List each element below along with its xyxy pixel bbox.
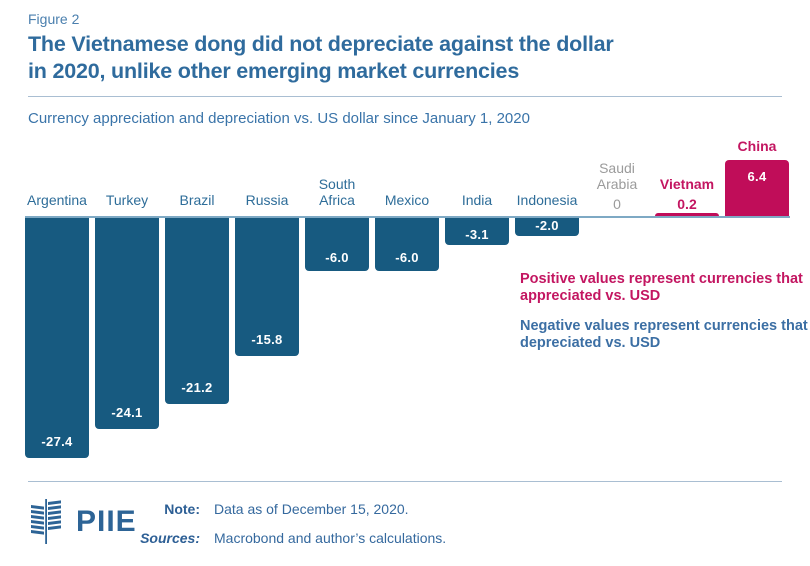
country-label-indonesia: Indonesia bbox=[516, 192, 578, 208]
page-title: The Vietnamese dong did not depreciate a… bbox=[28, 31, 614, 85]
bar-column-india: -3.1 India bbox=[445, 130, 509, 475]
bar-column-mexico: -6.0 Mexico bbox=[375, 130, 439, 475]
bar-russia: -15.8 bbox=[235, 218, 299, 356]
footer-divider bbox=[28, 481, 782, 482]
value-label-india: -3.1 bbox=[465, 227, 489, 242]
bar-vietnam bbox=[655, 213, 719, 216]
bar-column-saudi-arabia: Saudi Arabia 0 bbox=[585, 130, 649, 475]
bar-turkey: -24.1 bbox=[95, 218, 159, 429]
label-stack-china: China bbox=[720, 138, 794, 154]
sources-label: Sources: bbox=[140, 530, 200, 546]
label-stack-south-africa: South Africa bbox=[300, 176, 374, 208]
label-stack-russia: Russia bbox=[230, 192, 304, 208]
country-label-argentina: Argentina bbox=[27, 192, 87, 208]
sources-text: Macrobond and author’s calculations. bbox=[214, 530, 447, 546]
value-label-saudi-arabia: 0 bbox=[613, 196, 621, 212]
country-label-south-africa: South Africa bbox=[318, 176, 356, 208]
label-stack-saudi-arabia: Saudi Arabia 0 bbox=[580, 160, 654, 212]
bar-brazil: -21.2 bbox=[165, 218, 229, 404]
value-label-indonesia: -2.0 bbox=[535, 218, 559, 233]
value-label-china: 6.4 bbox=[747, 169, 767, 184]
bar-column-indonesia: -2.0 Indonesia bbox=[515, 130, 579, 475]
value-label-brazil: -21.2 bbox=[181, 380, 213, 395]
country-label-russia: Russia bbox=[245, 192, 289, 208]
bar-column-vietnam: Vietnam 0.2 bbox=[655, 130, 719, 475]
bar-chart: Positive values represent currencies tha… bbox=[25, 130, 808, 475]
label-stack-turkey: Turkey bbox=[90, 192, 164, 208]
bar-india: -3.1 bbox=[445, 218, 509, 245]
country-label-vietnam: Vietnam bbox=[659, 176, 715, 192]
country-label-india: India bbox=[461, 192, 493, 208]
bar-column-turkey: -24.1 Turkey bbox=[95, 130, 159, 475]
label-stack-vietnam: Vietnam 0.2 bbox=[650, 176, 724, 212]
bar-column-argentina: -27.4 Argentina bbox=[25, 130, 89, 475]
chart-subtitle: Currency appreciation and depreciation v… bbox=[28, 110, 530, 127]
bar-column-south-africa: -6.0 South Africa bbox=[305, 130, 369, 475]
page-title-line-1: The Vietnamese dong did not depreciate a… bbox=[28, 32, 614, 56]
footer: PIIE Note: Data as of December 15, 2020.… bbox=[28, 492, 782, 558]
bar-mexico: -6.0 bbox=[375, 218, 439, 271]
label-stack-argentina: Argentina bbox=[20, 192, 94, 208]
piie-logo: PIIE bbox=[28, 498, 137, 546]
bar-column-china: 6.4 China bbox=[725, 130, 789, 475]
label-stack-brazil: Brazil bbox=[160, 192, 234, 208]
label-stack-mexico: Mexico bbox=[370, 192, 444, 208]
value-label-turkey: -24.1 bbox=[111, 405, 143, 420]
page-title-line-2: in 2020, unlike other emerging market cu… bbox=[28, 59, 520, 83]
label-stack-indonesia: Indonesia bbox=[510, 192, 584, 208]
country-label-china: China bbox=[737, 138, 777, 154]
piie-logo-text: PIIE bbox=[76, 505, 137, 538]
bar-south-africa: -6.0 bbox=[305, 218, 369, 271]
country-label-saudi-arabia: Saudi Arabia bbox=[596, 160, 638, 192]
value-label-argentina: -27.4 bbox=[41, 434, 73, 449]
title-divider bbox=[28, 96, 782, 97]
value-label-russia: -15.8 bbox=[251, 332, 283, 347]
country-label-turkey: Turkey bbox=[105, 192, 149, 208]
positive-values-annotation: Positive values represent currencies tha… bbox=[520, 271, 803, 304]
bar-china: 6.4 bbox=[725, 160, 789, 216]
value-label-vietnam: 0.2 bbox=[677, 196, 697, 212]
piie-logo-icon bbox=[31, 499, 61, 544]
bar-column-brazil: -21.2 Brazil bbox=[165, 130, 229, 475]
figure-label: Figure 2 bbox=[28, 11, 80, 27]
footer-notes: Note: Data as of December 15, 2020. Sour… bbox=[130, 501, 446, 546]
country-label-brazil: Brazil bbox=[179, 192, 215, 208]
bar-column-russia: -15.8 Russia bbox=[235, 130, 299, 475]
note-text: Data as of December 15, 2020. bbox=[214, 501, 409, 517]
bar-indonesia: -2.0 bbox=[515, 218, 579, 236]
note-label: Note: bbox=[164, 501, 200, 517]
country-label-mexico: Mexico bbox=[384, 192, 430, 208]
negative-values-annotation: Negative values represent currencies tha… bbox=[520, 318, 808, 351]
bar-argentina: -27.4 bbox=[25, 218, 89, 458]
value-label-south-africa: -6.0 bbox=[325, 250, 349, 265]
label-stack-india: India bbox=[440, 192, 514, 208]
value-label-mexico: -6.0 bbox=[395, 250, 419, 265]
chart-baseline bbox=[25, 216, 790, 218]
